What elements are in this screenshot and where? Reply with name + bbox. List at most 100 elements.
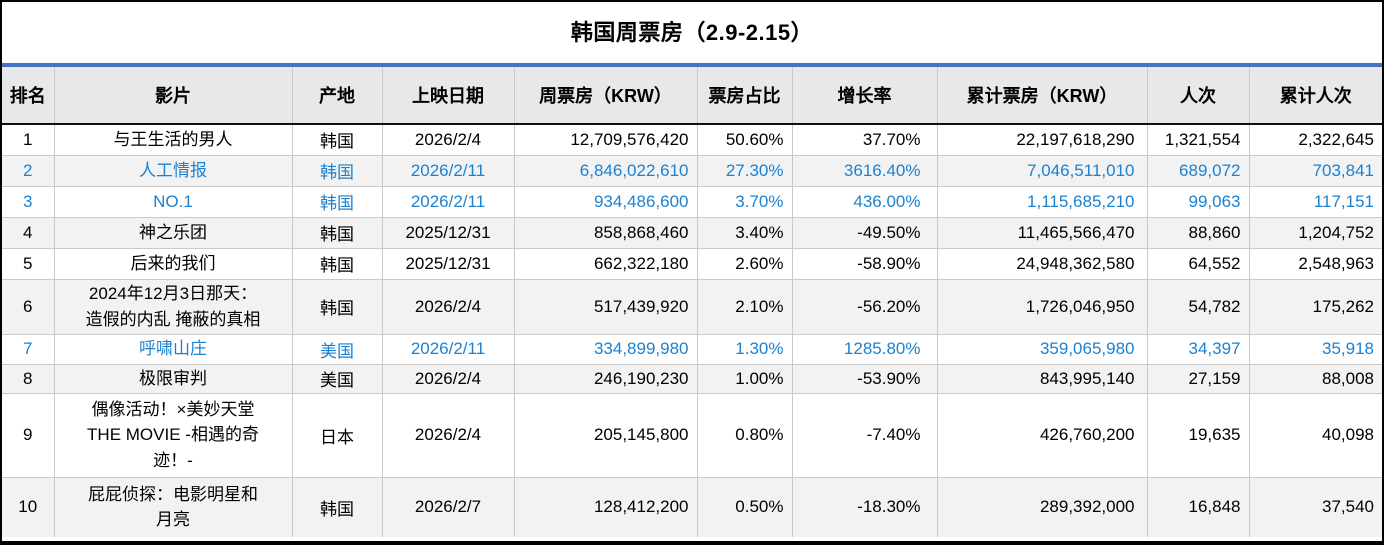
cell-origin: 韩国 bbox=[291, 476, 383, 537]
cell-origin: 韩国 bbox=[291, 154, 383, 187]
cell-share: 3.70% bbox=[696, 185, 793, 218]
table-row: 7 呼啸山庄 美国 2026/2/11 334,899,980 1.30% 1285.80%… bbox=[2, 333, 1382, 365]
cell-cumulative_admissions: 37,540 bbox=[1248, 476, 1382, 537]
cell-rank: 5 bbox=[2, 247, 55, 280]
column-header-cumulative_gross: 累计票房（KRW） bbox=[936, 67, 1148, 125]
table-row: 2 人工情报 韩国 2026/2/11 6,846,022,610 27.30% 3616.… bbox=[2, 154, 1382, 187]
cell-release_date: 2026/2/4 bbox=[381, 278, 515, 335]
cell-cumulative_gross: 7,046,511,010 bbox=[936, 154, 1148, 187]
cell-rank: 1 bbox=[2, 123, 55, 156]
cell-weekly_gross: 334,899,980 bbox=[513, 333, 698, 365]
cell-film: NO.1 bbox=[53, 185, 293, 218]
cell-film: 后来的我们 bbox=[53, 247, 293, 280]
cell-admissions: 16,848 bbox=[1146, 476, 1250, 537]
cell-film: 屁屁侦探：电影明星和 月亮 bbox=[53, 476, 293, 537]
cell-origin: 韩国 bbox=[291, 123, 383, 156]
cell-share: 27.30% bbox=[696, 154, 793, 187]
cell-share: 0.80% bbox=[696, 392, 793, 478]
column-header-cumulative_admissions: 累计人次 bbox=[1248, 67, 1382, 125]
cell-cumulative_gross: 1,115,685,210 bbox=[936, 185, 1148, 218]
cell-admissions: 27,159 bbox=[1146, 363, 1250, 394]
cell-rank: 9 bbox=[2, 392, 55, 478]
cell-admissions: 88,860 bbox=[1146, 216, 1250, 249]
cell-film: 偶像活动！×美妙天堂 THE MOVIE -相遇的奇 迹！- bbox=[53, 392, 293, 478]
cell-release_date: 2026/2/11 bbox=[381, 154, 515, 187]
cell-admissions: 34,397 bbox=[1146, 333, 1250, 365]
cell-release_date: 2026/2/4 bbox=[381, 123, 515, 156]
cell-cumulative_admissions: 88,008 bbox=[1248, 363, 1382, 394]
cell-film: 神之乐团 bbox=[53, 216, 293, 249]
column-header-weekly_gross: 周票房（KRW） bbox=[513, 67, 698, 125]
cell-film: 2024年12月3日那天： 造假的内乱 掩蔽的真相 bbox=[53, 278, 293, 335]
cell-admissions: 1,321,554 bbox=[1146, 123, 1250, 156]
cell-origin: 韩国 bbox=[291, 247, 383, 280]
cell-weekly_gross: 517,439,920 bbox=[513, 278, 698, 335]
cell-cumulative_gross: 289,392,000 bbox=[936, 476, 1148, 537]
cell-cumulative_admissions: 2,322,645 bbox=[1248, 123, 1382, 156]
box-office-table: 排名 影片 产地 上映日期 周票房（KRW） 票房占比 增长率 累计票房（KRW） 人次 累计人次… bbox=[2, 67, 1382, 537]
cell-release_date: 2026/2/11 bbox=[381, 333, 515, 365]
table-row: 3 NO.1 韩国 2026/2/11 934,486,600 3.70% 436.00% 1… bbox=[2, 185, 1382, 218]
table-row: 8 极限审判 美国 2026/2/4 246,190,230 1.00% -53.90% 84… bbox=[2, 363, 1382, 394]
table-row: 4 神之乐团 韩国 2025/12/31 858,868,460 3.40% -49.50%… bbox=[2, 216, 1382, 249]
cell-growth: -58.90% bbox=[791, 247, 938, 280]
cell-rank: 7 bbox=[2, 333, 55, 365]
cell-cumulative_gross: 11,465,566,470 bbox=[936, 216, 1148, 249]
column-header-origin: 产地 bbox=[291, 67, 383, 125]
column-header-growth: 增长率 bbox=[791, 67, 938, 125]
cell-weekly_gross: 12,709,576,420 bbox=[513, 123, 698, 156]
cell-share: 2.10% bbox=[696, 278, 793, 335]
cell-release_date: 2026/2/11 bbox=[381, 185, 515, 218]
cell-cumulative_gross: 359,065,980 bbox=[936, 333, 1148, 365]
cell-origin: 韩国 bbox=[291, 216, 383, 249]
cell-cumulative_gross: 843,995,140 bbox=[936, 363, 1148, 394]
cell-rank: 4 bbox=[2, 216, 55, 249]
cell-share: 3.40% bbox=[696, 216, 793, 249]
cell-cumulative_admissions: 703,841 bbox=[1248, 154, 1382, 187]
cell-cumulative_gross: 426,760,200 bbox=[936, 392, 1148, 478]
cell-share: 0.50% bbox=[696, 476, 793, 537]
cell-release_date: 2026/2/4 bbox=[381, 363, 515, 394]
cell-origin: 美国 bbox=[291, 333, 383, 365]
cell-rank: 2 bbox=[2, 154, 55, 187]
cell-weekly_gross: 205,145,800 bbox=[513, 392, 698, 478]
cell-cumulative_admissions: 175,262 bbox=[1248, 278, 1382, 335]
cell-release_date: 2026/2/7 bbox=[381, 476, 515, 537]
column-header-share: 票房占比 bbox=[696, 67, 793, 125]
cell-admissions: 19,635 bbox=[1146, 392, 1250, 478]
table-row: 1 与王生活的男人 韩国 2026/2/4 12,709,576,420 50.60% 37… bbox=[2, 123, 1382, 156]
cell-admissions: 64,552 bbox=[1146, 247, 1250, 280]
cell-cumulative_admissions: 117,151 bbox=[1248, 185, 1382, 218]
column-header-release_date: 上映日期 bbox=[381, 67, 515, 125]
cell-growth: -7.40% bbox=[791, 392, 938, 478]
cell-rank: 6 bbox=[2, 278, 55, 335]
cell-origin: 美国 bbox=[291, 363, 383, 394]
cell-cumulative_gross: 24,948,362,580 bbox=[936, 247, 1148, 280]
cell-origin: 韩国 bbox=[291, 278, 383, 335]
cell-share: 1.30% bbox=[696, 333, 793, 365]
cell-growth: -49.50% bbox=[791, 216, 938, 249]
table-row: 6 2024年12月3日那天： 造假的内乱 掩蔽的真相 韩国 2026/2/4 517,… bbox=[2, 278, 1382, 335]
cell-origin: 日本 bbox=[291, 392, 383, 478]
cell-growth: 436.00% bbox=[791, 185, 938, 218]
cell-film: 极限审判 bbox=[53, 363, 293, 394]
cell-film: 人工情报 bbox=[53, 154, 293, 187]
table-row: 10 屁屁侦探：电影明星和 月亮 韩国 2026/2/7 128,412,200 0.50… bbox=[2, 476, 1382, 537]
cell-weekly_gross: 858,868,460 bbox=[513, 216, 698, 249]
cell-weekly_gross: 6,846,022,610 bbox=[513, 154, 698, 187]
cell-rank: 8 bbox=[2, 363, 55, 394]
cell-cumulative_admissions: 35,918 bbox=[1248, 333, 1382, 365]
cell-growth: -56.20% bbox=[791, 278, 938, 335]
cell-release_date: 2025/12/31 bbox=[381, 216, 515, 249]
table-row: 9 偶像活动！×美妙天堂 THE MOVIE -相遇的奇 迹！- 日本 2026/2/… bbox=[2, 392, 1382, 478]
cell-film: 呼啸山庄 bbox=[53, 333, 293, 365]
cell-cumulative_admissions: 1,204,752 bbox=[1248, 216, 1382, 249]
cell-cumulative_gross: 22,197,618,290 bbox=[936, 123, 1148, 156]
page-title: 韩国周票房（2.9-2.15） bbox=[2, 2, 1382, 67]
cell-cumulative_admissions: 2,548,963 bbox=[1248, 247, 1382, 280]
cell-cumulative_gross: 1,726,046,950 bbox=[936, 278, 1148, 335]
cell-origin: 韩国 bbox=[291, 185, 383, 218]
column-header-rank: 排名 bbox=[2, 67, 55, 125]
cell-cumulative_admissions: 40,098 bbox=[1248, 392, 1382, 478]
